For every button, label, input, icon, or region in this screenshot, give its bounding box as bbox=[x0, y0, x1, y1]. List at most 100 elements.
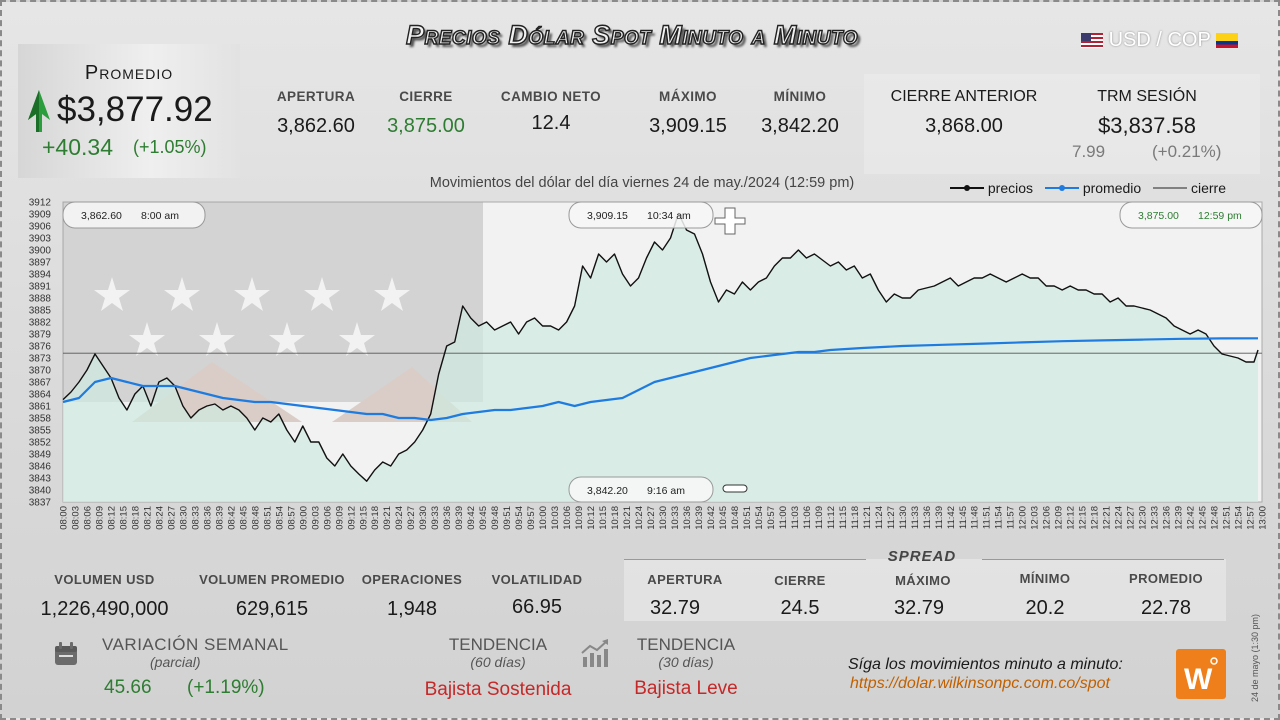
footer-link[interactable]: https://dolar.wilkinsonpc.com.co/spot bbox=[850, 675, 1110, 692]
spread-divider-left bbox=[624, 559, 866, 560]
x-tick-label: 08:12 bbox=[106, 506, 117, 530]
stat-apertura-value: 3,862.60 bbox=[277, 115, 355, 137]
spread-promedio-value: 22.78 bbox=[1140, 597, 1192, 619]
x-tick-label: 11:27 bbox=[886, 506, 897, 529]
x-tick-label: 12:24 bbox=[1114, 506, 1125, 530]
x-tick-label: 12:06 bbox=[1042, 506, 1053, 530]
spread-minimo-value: 20.2 bbox=[1025, 597, 1065, 619]
y-tick-label: 3903 bbox=[29, 234, 52, 245]
x-tick-label: 09:45 bbox=[478, 506, 489, 530]
x-tick-label: 10:06 bbox=[562, 506, 573, 530]
y-tick-label: 3876 bbox=[29, 342, 52, 353]
us-flag-icon bbox=[1081, 31, 1103, 48]
x-tick-label: 08:42 bbox=[226, 506, 237, 530]
x-tick-label: 12:18 bbox=[1090, 506, 1101, 530]
trm-value: $3,837.58 bbox=[1098, 113, 1196, 138]
volumen-promedio-value: 629,615 bbox=[235, 598, 309, 620]
side-date: 24 de mayo (1:30 pm) bbox=[1250, 613, 1260, 702]
x-tick-label: 08:00 bbox=[59, 506, 70, 530]
precios-line bbox=[62, 212, 1259, 482]
price-chart[interactable]: 3912390939063903390038973894389138883885… bbox=[2, 198, 1280, 550]
tendencia-30-sub: (30 días) bbox=[658, 654, 714, 670]
y-tick-label: 3849 bbox=[29, 450, 52, 461]
x-tick-label: 08:57 bbox=[286, 506, 297, 530]
x-tick-label: 10:45 bbox=[718, 506, 729, 530]
colombia-flag-icon bbox=[1216, 31, 1238, 48]
y-tick-label: 3846 bbox=[29, 462, 52, 473]
y-tick-label: 3852 bbox=[29, 438, 52, 449]
legend-precios-swatch bbox=[950, 180, 984, 196]
promedio-card bbox=[18, 44, 240, 178]
x-tick-label: 12:21 bbox=[1102, 506, 1113, 530]
promedio-change: +40.34 bbox=[42, 134, 113, 160]
spread-maximo-value: 32.79 bbox=[893, 597, 945, 619]
variacion-label: VARIACIÓN SEMANAL bbox=[102, 635, 289, 654]
x-tick-label: 11:36 bbox=[922, 506, 933, 529]
legend-cierre-label: cierre bbox=[1190, 180, 1226, 196]
y-tick-label: 3897 bbox=[29, 258, 52, 269]
spread-divider-right bbox=[982, 559, 1224, 560]
legend-precios-label: precios bbox=[987, 180, 1034, 196]
x-tick-label: 09:54 bbox=[514, 506, 525, 530]
x-tick-label: 08:51 bbox=[262, 506, 273, 530]
y-tick-label: 3861 bbox=[29, 402, 52, 413]
x-tick-label: 12:45 bbox=[1198, 506, 1209, 530]
stat-cierre-label: CIERRE bbox=[399, 89, 453, 104]
trend-chart-icon bbox=[580, 639, 610, 674]
annotation-time: 8:00 am bbox=[141, 210, 179, 222]
x-tick-label: 08:03 bbox=[70, 506, 81, 530]
chart-legend: precios promedio cierre bbox=[950, 180, 1226, 196]
stat-cierre-value: 3,875.00 bbox=[387, 115, 465, 137]
y-tick-label: 3843 bbox=[29, 474, 52, 485]
x-tick-label: 09:15 bbox=[358, 506, 369, 530]
y-axis: 3912390939063903390038973894389138883885… bbox=[29, 198, 52, 509]
y-tick-label: 3885 bbox=[29, 306, 52, 317]
x-tick-label: 10:54 bbox=[754, 506, 765, 530]
wilkinson-logo-icon[interactable]: W bbox=[1176, 649, 1226, 699]
x-tick-label: 11:21 bbox=[862, 506, 873, 529]
stat-minimo-label: MÍNIMO bbox=[773, 89, 827, 104]
y-tick-label: 3900 bbox=[29, 246, 52, 257]
range-slider-handle[interactable] bbox=[722, 484, 748, 493]
y-tick-label: 3870 bbox=[29, 366, 52, 377]
x-tick-label: 09:06 bbox=[322, 506, 333, 530]
stat-maximo-label: MÁXIMO bbox=[659, 89, 717, 104]
annotation-box bbox=[62, 201, 206, 229]
x-tick-label: 08:21 bbox=[142, 506, 153, 530]
y-tick-label: 3858 bbox=[29, 414, 52, 425]
page-title: Precios Dólar Spot Minuto a Minuto bbox=[405, 19, 858, 50]
volumen-usd-value: 1,226,490,000 bbox=[40, 598, 169, 620]
x-tick-label: 11:48 bbox=[970, 506, 981, 529]
legend-cierre-swatch bbox=[1153, 180, 1188, 196]
annotation-time: 9:16 am bbox=[647, 485, 685, 497]
x-tick-label: 10:15 bbox=[598, 506, 609, 530]
tendencia-60-sub: (60 días) bbox=[470, 654, 526, 670]
x-tick-label: 09:18 bbox=[370, 506, 381, 530]
annotation-box bbox=[568, 476, 714, 503]
x-tick-label: 11:24 bbox=[874, 506, 885, 529]
up-arrow-icon bbox=[28, 90, 50, 137]
promedio-label: Promedio bbox=[84, 62, 174, 84]
annotation-value: 3,842.20 bbox=[587, 485, 628, 497]
x-tick-label: 10:27 bbox=[646, 506, 657, 530]
reference-panel bbox=[864, 74, 1260, 174]
currency-pair: USD / COP bbox=[1081, 29, 1238, 52]
x-tick-label: 10:03 bbox=[550, 506, 561, 530]
footer-text: Síga los movimientos minuto a minuto: bbox=[848, 656, 1123, 673]
annotation-time: 10:34 am bbox=[647, 210, 691, 222]
annotation-value: 3,862.60 bbox=[81, 210, 122, 222]
x-tick-label: 11:30 bbox=[898, 506, 909, 529]
x-tick-label: 13:00 bbox=[1258, 506, 1269, 530]
x-tick-label: 08:33 bbox=[190, 506, 201, 530]
legend-promedio-swatch bbox=[1044, 180, 1079, 196]
x-tick-label: 08:09 bbox=[94, 506, 105, 530]
crosshair-icon[interactable] bbox=[714, 207, 746, 235]
spread-panel bbox=[624, 559, 1226, 621]
y-tick-label: 3867 bbox=[29, 378, 52, 389]
y-tick-label: 3855 bbox=[29, 426, 52, 437]
x-tick-label: 11:03 bbox=[790, 506, 801, 529]
chart-annotations: 3,862.60 8:00 am 3,909.15 10:34 am 3,875.00 1… bbox=[62, 201, 1263, 503]
x-tick-label: 09:57 bbox=[526, 506, 537, 530]
x-tick-label: 12:51 bbox=[1222, 506, 1233, 530]
tendencia-60-value: Bajista Sostenida bbox=[424, 679, 572, 700]
